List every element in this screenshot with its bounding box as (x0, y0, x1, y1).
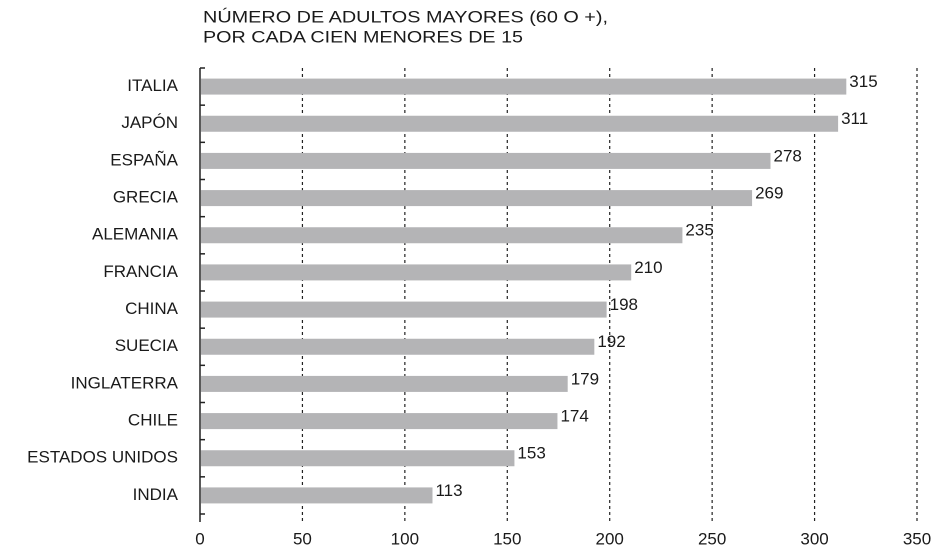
bar (201, 227, 683, 244)
bar (201, 301, 607, 318)
bar (201, 450, 515, 467)
value-label: 174 (560, 407, 588, 426)
y-tick-label: CHILE (128, 411, 178, 430)
bar (201, 487, 433, 504)
y-tick-label: INDIA (133, 485, 179, 504)
value-label: 235 (685, 221, 713, 240)
x-tick-label: 150 (493, 529, 521, 548)
bar (201, 115, 839, 132)
y-tick-label: JAPÓN (121, 113, 178, 132)
bar (201, 338, 595, 355)
bar (201, 78, 847, 95)
y-tick-label: ESPAÑA (110, 150, 178, 169)
y-tick-label: FRANCIA (103, 262, 178, 281)
chart-title: NÚMERO DE ADULTOS MAYORES (60 O +), (203, 7, 608, 26)
value-label: 311 (841, 109, 868, 128)
value-label: 210 (634, 258, 662, 277)
value-label: 153 (517, 444, 545, 463)
value-label: 179 (571, 369, 599, 388)
bar (201, 413, 558, 430)
value-label: 278 (774, 146, 802, 165)
value-label: 269 (755, 184, 783, 203)
y-tick-label: INGLATERRA (71, 373, 179, 392)
y-tick-label: GRECIA (113, 188, 179, 207)
y-tick-label: CHINA (125, 299, 179, 318)
bar (201, 264, 632, 281)
x-tick-label: 350 (903, 529, 931, 548)
value-label: 315 (849, 72, 877, 91)
x-tick-label: 300 (800, 529, 828, 548)
chart-subtitle: POR CADA CIEN MENORES DE 15 (203, 27, 523, 46)
x-tick-label: 100 (391, 529, 419, 548)
y-tick-label: ESTADOS UNIDOS (27, 448, 178, 467)
value-label: 198 (610, 295, 638, 314)
x-tick-label: 200 (596, 529, 624, 548)
y-tick-label: ALEMANIA (92, 225, 179, 244)
value-label: 192 (597, 332, 625, 351)
y-tick-label: ITALIA (127, 76, 178, 95)
y-tick-label: SUECIA (115, 336, 179, 355)
x-tick-label: 250 (698, 529, 726, 548)
bar (201, 190, 753, 207)
bar (201, 152, 771, 169)
value-label: 113 (435, 481, 462, 500)
bar (201, 375, 568, 392)
x-tick-label: 0 (195, 529, 204, 548)
x-tick-label: 50 (293, 529, 312, 548)
